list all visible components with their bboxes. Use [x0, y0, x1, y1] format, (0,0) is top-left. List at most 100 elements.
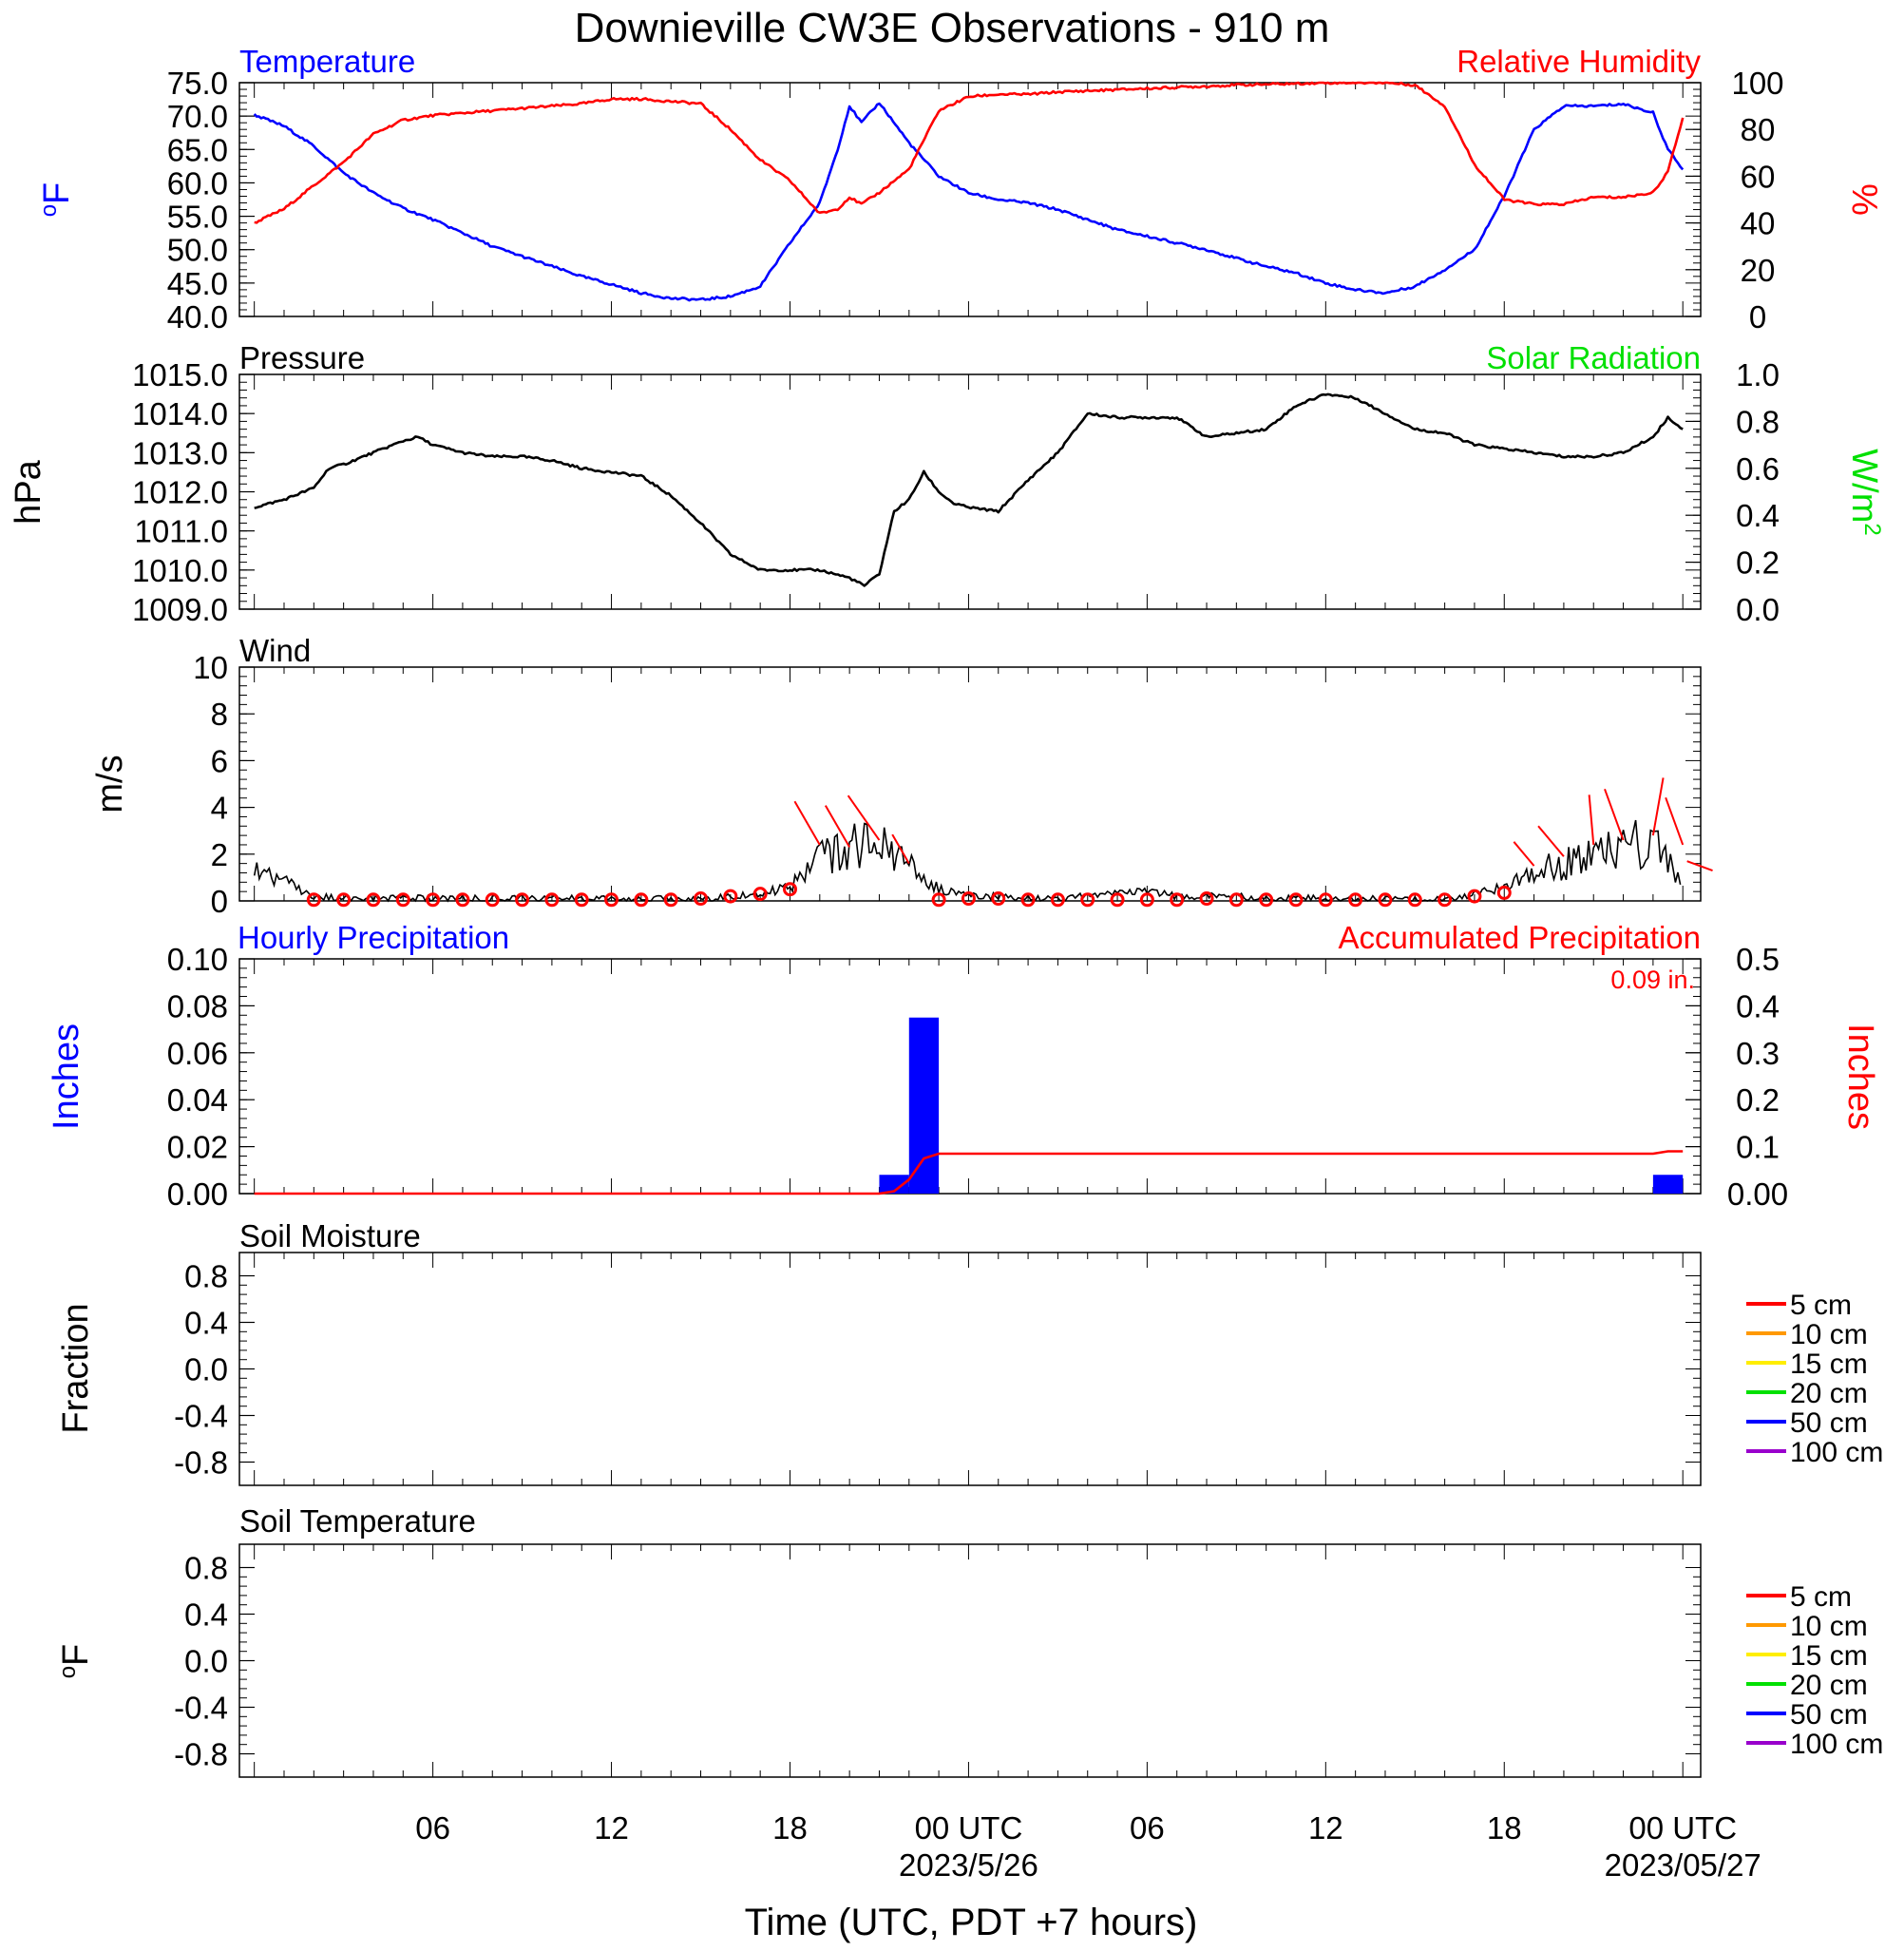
y-tick-label: 1012.0 — [132, 475, 228, 510]
wind-calm-circle — [426, 892, 441, 908]
y-tick-label: 0.0 — [184, 1644, 228, 1679]
wind-calm-circle — [306, 892, 321, 908]
panel-frame — [238, 958, 1702, 1195]
y-tick-label: 65.0 — [167, 132, 228, 167]
y-tick-label: 0.00 — [167, 1176, 228, 1212]
panel-frame — [238, 82, 1702, 317]
solar-axis-unit: W/m — [1844, 449, 1884, 523]
wind-calm-circle — [1318, 892, 1333, 908]
y-tick-label: -0.8 — [174, 1445, 228, 1481]
y-right-tick-label: 40 — [1741, 206, 1776, 241]
solar-axis-label: W/m2 — [1844, 449, 1886, 535]
y-right-tick-label: 0.2 — [1736, 1082, 1780, 1118]
temperature-line — [253, 102, 1685, 302]
wind-panel: Wind m/s 10 8 6 4 2 0 — [90, 633, 1713, 919]
wind-barb — [1686, 860, 1713, 871]
wind-calm-circle — [1259, 892, 1274, 908]
wind-calm-circle — [1378, 892, 1393, 908]
y-tick-label: 0.04 — [167, 1082, 228, 1118]
accum-precip-line — [254, 1150, 1684, 1195]
soil-legend-label: 5 cm — [1790, 1290, 1852, 1321]
y-tick-label: 0.4 — [184, 1306, 228, 1341]
wind-barb — [1537, 825, 1565, 857]
y-tick-label: 0 — [211, 884, 228, 919]
y-right-tick-label: 0.4 — [1736, 988, 1780, 1023]
wind-calm-circle — [604, 892, 619, 908]
y-tick-label: 75.0 — [167, 66, 228, 101]
wind-calm-circle — [1170, 892, 1185, 908]
wind-calm-circle — [1438, 892, 1453, 908]
figure-title: Downieville CW3E Observations - 910 m — [575, 5, 1330, 51]
x-tick-label: 12 — [1308, 1810, 1343, 1846]
wind-calm-circle — [931, 892, 946, 908]
accum-precip-axis-label: Inches — [1840, 1023, 1880, 1130]
accum-precip-total: 0.09 in. — [1610, 966, 1695, 994]
y-tick-label: -0.8 — [174, 1737, 228, 1772]
wind-calm-circle — [485, 892, 500, 908]
y-tick-label: -0.4 — [174, 1691, 228, 1726]
y-tick-label: 60.0 — [167, 165, 228, 201]
y-tick-label: 55.0 — [167, 200, 228, 235]
soil-moisture-axis-label: Fraction — [56, 1303, 96, 1433]
wind-barb — [1588, 794, 1595, 846]
y-right-tick-label: 20 — [1741, 253, 1776, 288]
x-tick-sublabel: 2023/05/27 — [1605, 1847, 1761, 1883]
wind-barb — [793, 800, 821, 846]
y-tick-label: 40.0 — [167, 299, 228, 335]
y-tick-label: 0.4 — [184, 1597, 228, 1633]
soil-legend-label: 100 cm — [1790, 1437, 1883, 1468]
y-right-tick-label: 1.0 — [1736, 357, 1780, 392]
y-right-tick-label: 0.4 — [1736, 498, 1780, 533]
y-tick-label: 4 — [211, 791, 228, 826]
temperature-humidity-panel: Temperature Relative Humidity oF % 75.07… — [36, 44, 1885, 335]
wind-calm-circle — [1467, 889, 1482, 904]
wind-calm-circle — [544, 892, 560, 908]
x-tick-label: 12 — [594, 1810, 629, 1846]
wind-calm-circle — [1496, 885, 1512, 900]
soil-legend-label: 15 cm — [1790, 1348, 1868, 1380]
y-tick-label: 1015.0 — [132, 357, 228, 392]
soil-legend-label: 15 cm — [1790, 1640, 1868, 1672]
x-tick-label: 06 — [415, 1810, 450, 1846]
temperature-title: Temperature — [239, 44, 415, 79]
y-tick-label: 0.08 — [167, 988, 228, 1023]
wind-calm-circle — [782, 882, 797, 897]
wind-calm-circle — [395, 892, 410, 908]
soil-legend-label: 10 cm — [1790, 1319, 1868, 1350]
wind-barb — [1651, 777, 1665, 836]
y-right-tick-label: 0.6 — [1736, 451, 1780, 487]
wind-calm-circle — [515, 892, 530, 908]
soil-moisture-panel: Soil Moisture Fraction 0.8 0.4 0.0 -0.4 -0.8… — [56, 1218, 1883, 1486]
soil-legend-label: 10 cm — [1790, 1611, 1868, 1642]
x-tick-label: 06 — [1130, 1810, 1165, 1846]
pressure-line — [254, 392, 1684, 587]
wind-axis-label: m/s — [90, 755, 130, 813]
y-tick-label: 45.0 — [167, 266, 228, 301]
wind-barb — [824, 805, 851, 848]
wind-calm-circle — [455, 892, 470, 908]
x-tick-label: 00 UTC — [915, 1810, 1023, 1846]
y-tick-label: 1014.0 — [132, 396, 228, 431]
wind-calm-circle — [1228, 892, 1244, 908]
precipitation-panel: Hourly Precipitation Accumulated Precipi… — [47, 920, 1880, 1212]
soil-moisture-title: Soil Moisture — [239, 1218, 421, 1253]
y-tick-label: 10 — [193, 650, 228, 685]
wind-barb — [847, 794, 881, 841]
y-right-tick-label: 0.0 — [1736, 592, 1780, 627]
y-tick-label: 50.0 — [167, 233, 228, 268]
y-tick-label: 1010.0 — [132, 553, 228, 588]
wind-calm-circle — [1080, 892, 1095, 908]
wind-calm-circle — [752, 887, 768, 902]
wind-calm-circle — [366, 892, 381, 908]
y-tick-label: 1011.0 — [135, 514, 228, 549]
pressure-axis-label: hPa — [9, 459, 48, 524]
wind-speed-line — [253, 819, 1682, 903]
hourly-precip-bar — [908, 1017, 940, 1194]
y-right-tick-label: 0.5 — [1736, 942, 1780, 977]
y-right-tick-label: 0.2 — [1736, 545, 1780, 581]
x-tick-label: 18 — [772, 1810, 808, 1846]
wind-calm-circle — [336, 892, 352, 908]
wind-calm-circle — [1050, 892, 1065, 908]
